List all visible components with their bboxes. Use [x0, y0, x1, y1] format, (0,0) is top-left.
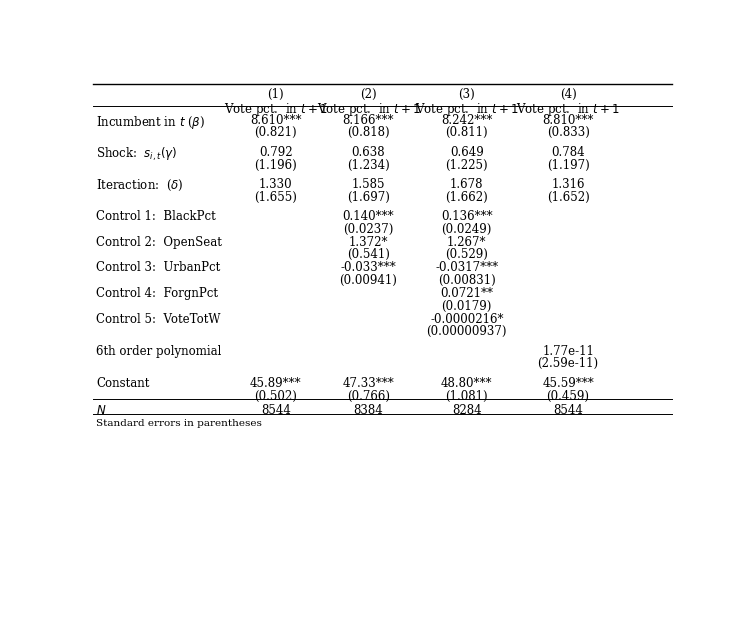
Text: (0.833): (0.833) [547, 127, 589, 139]
Text: 1.267*: 1.267* [447, 235, 486, 249]
Text: 1.585: 1.585 [352, 178, 385, 191]
Text: 8544: 8544 [554, 404, 583, 417]
Text: 8544: 8544 [261, 404, 291, 417]
Text: (3): (3) [459, 88, 475, 101]
Text: (0.811): (0.811) [445, 127, 488, 139]
Text: Vote pct.  in $t+1$: Vote pct. in $t+1$ [516, 100, 620, 118]
Text: Control 5:  VoteTotW: Control 5: VoteTotW [96, 312, 221, 326]
Text: 1.372*: 1.372* [349, 235, 388, 249]
Text: 45.59***: 45.59*** [542, 377, 594, 390]
Text: 1.678: 1.678 [450, 178, 483, 191]
Text: 0.784: 0.784 [551, 146, 585, 159]
Text: (1.197): (1.197) [547, 158, 589, 172]
Text: (0.0179): (0.0179) [441, 300, 492, 313]
Text: -0.0317***: -0.0317*** [436, 261, 498, 274]
Text: Control 2:  OpenSeat: Control 2: OpenSeat [96, 235, 222, 249]
Text: (0.459): (0.459) [547, 389, 589, 403]
Text: 45.89***: 45.89*** [250, 377, 302, 390]
Text: (0.00941): (0.00941) [339, 274, 397, 287]
Text: 8.610***: 8.610*** [250, 114, 302, 127]
Text: 47.33***: 47.33*** [342, 377, 394, 390]
Text: (0.0249): (0.0249) [441, 223, 492, 236]
Text: 48.80***: 48.80*** [441, 377, 492, 390]
Text: 0.649: 0.649 [450, 146, 483, 159]
Text: (0.766): (0.766) [347, 389, 390, 403]
Text: (1.662): (1.662) [445, 191, 488, 204]
Text: Constant: Constant [96, 377, 149, 390]
Text: Iteraction:  ($\delta$): Iteraction: ($\delta$) [96, 178, 184, 193]
Text: Standard errors in parentheses: Standard errors in parentheses [96, 420, 262, 429]
Text: (0.0237): (0.0237) [343, 223, 394, 236]
Text: (2.59e-11): (2.59e-11) [538, 357, 598, 370]
Text: $N$: $N$ [96, 404, 107, 417]
Text: 0.0721**: 0.0721** [440, 287, 493, 300]
Text: Vote pct.  in $t+1$: Vote pct. in $t+1$ [317, 100, 420, 118]
Text: Shock:  $s_{i,t}(\gamma)$: Shock: $s_{i,t}(\gamma)$ [96, 146, 178, 163]
Text: (1.697): (1.697) [347, 191, 390, 204]
Text: 1.330: 1.330 [259, 178, 293, 191]
Text: (0.818): (0.818) [347, 127, 390, 139]
Text: (1.652): (1.652) [547, 191, 589, 204]
Text: (0.00831): (0.00831) [438, 274, 496, 287]
Text: (4): (4) [560, 88, 577, 101]
Text: 8.810***: 8.810*** [542, 114, 594, 127]
Text: 0.140***: 0.140*** [343, 210, 394, 223]
Text: (2): (2) [360, 88, 376, 101]
Text: 1.77e-11: 1.77e-11 [542, 345, 594, 357]
Text: Incumbent in $t$ ($\beta$): Incumbent in $t$ ($\beta$) [96, 114, 205, 130]
Text: 0.792: 0.792 [259, 146, 293, 159]
Text: -0.033***: -0.033*** [341, 261, 396, 274]
Text: Control 3:  UrbanPct: Control 3: UrbanPct [96, 261, 220, 274]
Text: 8284: 8284 [452, 404, 482, 417]
Text: (0.541): (0.541) [347, 249, 390, 261]
Text: Vote pct.  in $t+1$: Vote pct. in $t+1$ [415, 100, 518, 118]
Text: 8.242***: 8.242*** [441, 114, 492, 127]
Text: (1.655): (1.655) [254, 191, 297, 204]
Text: Control 1:  BlackPct: Control 1: BlackPct [96, 210, 216, 223]
Text: 0.136***: 0.136*** [441, 210, 492, 223]
Text: 1.316: 1.316 [551, 178, 585, 191]
Text: (1.081): (1.081) [445, 389, 488, 403]
Text: (1.234): (1.234) [347, 158, 390, 172]
Text: (0.502): (0.502) [254, 389, 297, 403]
Text: (0.529): (0.529) [445, 249, 489, 261]
Text: (0.00000937): (0.00000937) [427, 326, 507, 338]
Text: 8.166***: 8.166*** [343, 114, 394, 127]
Text: (1): (1) [267, 88, 284, 101]
Text: (0.821): (0.821) [255, 127, 297, 139]
Text: (1.196): (1.196) [255, 158, 297, 172]
Text: Control 4:  ForgnPct: Control 4: ForgnPct [96, 287, 218, 300]
Text: (1.225): (1.225) [445, 158, 488, 172]
Text: Vote pct.  in $t+1$: Vote pct. in $t+1$ [224, 100, 327, 118]
Text: 8384: 8384 [353, 404, 383, 417]
Text: 6th order polynomial: 6th order polynomial [96, 345, 222, 357]
Text: -0.0000216*: -0.0000216* [430, 312, 503, 326]
Text: 0.638: 0.638 [352, 146, 385, 159]
